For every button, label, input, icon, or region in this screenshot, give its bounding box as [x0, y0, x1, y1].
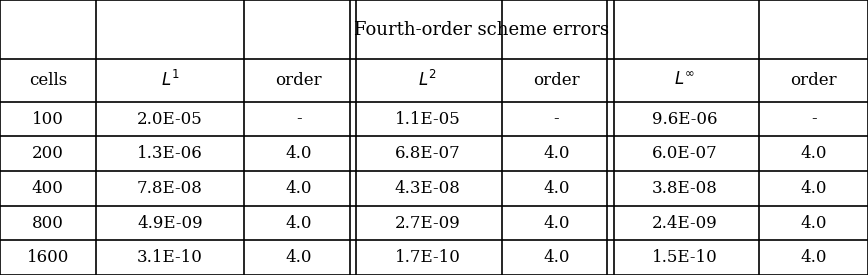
Text: 6.0E-07: 6.0E-07 [652, 145, 718, 162]
Text: 4.0: 4.0 [286, 249, 312, 266]
Text: 4.0: 4.0 [800, 214, 827, 232]
Text: 4.0: 4.0 [800, 249, 827, 266]
Text: Fourth-order scheme errors: Fourth-order scheme errors [354, 21, 609, 38]
Text: 1.5E-10: 1.5E-10 [652, 249, 718, 266]
Text: 4.0: 4.0 [286, 214, 312, 232]
Text: 800: 800 [32, 214, 63, 232]
Text: 4.0: 4.0 [543, 180, 569, 197]
Text: 4.0: 4.0 [800, 180, 827, 197]
Text: 9.6E-06: 9.6E-06 [652, 111, 718, 128]
Text: -: - [296, 111, 301, 128]
Text: 2.7E-09: 2.7E-09 [395, 214, 460, 232]
Text: $L^1$: $L^1$ [161, 70, 180, 90]
Text: -: - [811, 111, 817, 128]
Text: order: order [275, 72, 322, 89]
Text: 4.0: 4.0 [543, 249, 569, 266]
Text: 200: 200 [32, 145, 63, 162]
Text: 1.3E-06: 1.3E-06 [137, 145, 203, 162]
Text: 4.0: 4.0 [286, 145, 312, 162]
Text: 4.0: 4.0 [800, 145, 827, 162]
Text: order: order [791, 72, 837, 89]
Text: 4.0: 4.0 [543, 145, 569, 162]
Text: 2.0E-05: 2.0E-05 [137, 111, 203, 128]
Text: $L^2$: $L^2$ [418, 70, 437, 90]
Text: 4.9E-09: 4.9E-09 [137, 214, 203, 232]
Text: 7.8E-08: 7.8E-08 [137, 180, 203, 197]
Text: 6.8E-07: 6.8E-07 [395, 145, 460, 162]
Text: 3.1E-10: 3.1E-10 [137, 249, 203, 266]
Text: 1600: 1600 [27, 249, 69, 266]
Text: $L^{\infty}$: $L^{\infty}$ [674, 72, 695, 89]
Text: cells: cells [29, 72, 67, 89]
Text: order: order [533, 72, 580, 89]
Text: 4.0: 4.0 [286, 180, 312, 197]
Text: 1.7E-10: 1.7E-10 [395, 249, 460, 266]
Text: -: - [554, 111, 559, 128]
Text: 100: 100 [32, 111, 63, 128]
Text: 400: 400 [32, 180, 63, 197]
Text: 4.0: 4.0 [543, 214, 569, 232]
Text: 4.3E-08: 4.3E-08 [395, 180, 460, 197]
Text: 2.4E-09: 2.4E-09 [652, 214, 718, 232]
Text: 3.8E-08: 3.8E-08 [652, 180, 718, 197]
Text: 1.1E-05: 1.1E-05 [395, 111, 460, 128]
